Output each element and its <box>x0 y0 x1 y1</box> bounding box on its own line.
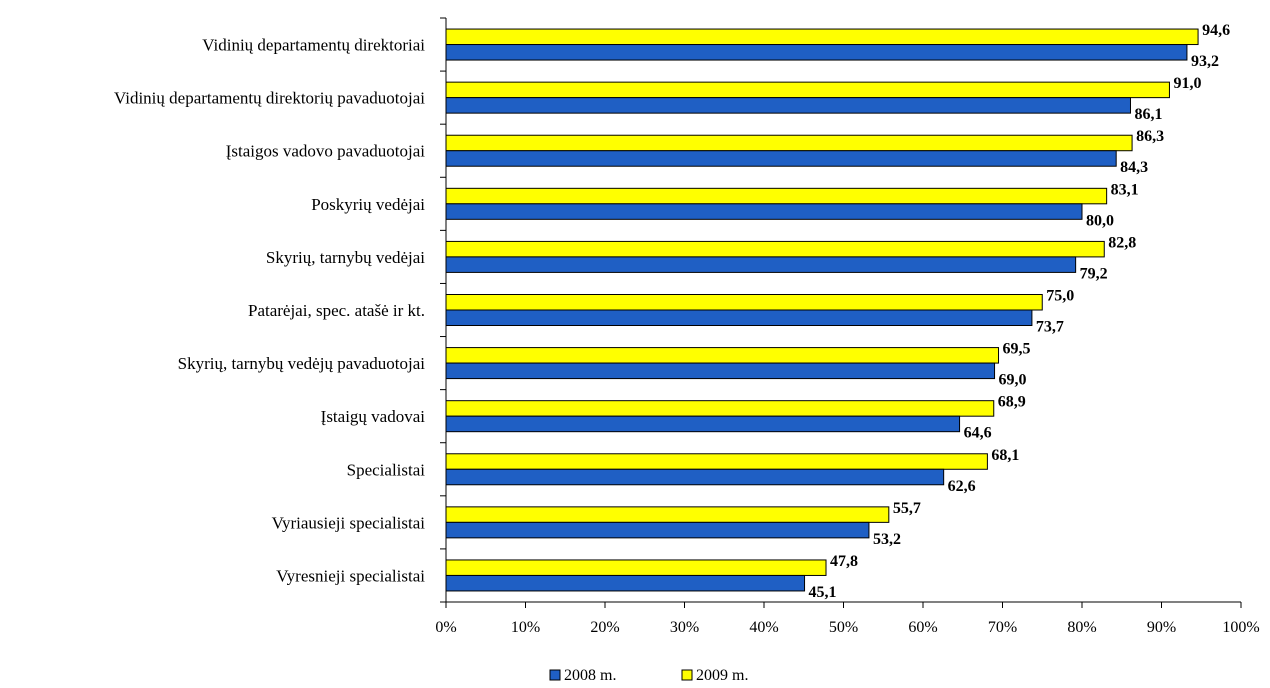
bar-2009 <box>445 240 1105 258</box>
x-tick-label: 50% <box>829 619 858 636</box>
legend: 2008 m. 2009 m. <box>549 667 748 684</box>
value-label-2009: 68,9 <box>998 394 1026 411</box>
legend-swatch <box>681 669 693 681</box>
value-label-2009: 86,3 <box>1136 128 1164 145</box>
value-label-2009: 91,0 <box>1173 75 1201 92</box>
value-label-2008: 64,6 <box>964 425 992 442</box>
bar-2008 <box>445 468 945 486</box>
x-tick-label: 10% <box>511 619 540 636</box>
x-tick-label: 70% <box>988 619 1017 636</box>
category-label: Skyrių, tarnybų vedėjų pavaduotojai <box>178 354 426 373</box>
value-label-2009: 68,1 <box>991 447 1019 464</box>
bar-2009 <box>445 347 1000 364</box>
x-tick-label: 0% <box>435 619 456 636</box>
bar-2008 <box>445 415 961 433</box>
legend-label: 2009 m. <box>696 667 748 684</box>
bar-2009 <box>445 559 827 576</box>
value-label-2009: 69,5 <box>1003 341 1031 358</box>
category-label: Įstaigų vadovai <box>321 407 426 426</box>
bar-2008 <box>445 521 870 539</box>
x-tick-labels: 0% 10% 20% 30% 40% 50% 60% 70% 80% 90% 100% <box>435 619 1259 636</box>
legend-swatch <box>549 669 561 681</box>
legend-label: 2008 m. <box>564 667 616 684</box>
bars <box>445 28 1199 592</box>
value-label-2009: 55,7 <box>893 500 921 517</box>
axes <box>440 17 1242 608</box>
category-label: Skyrių, tarnybų vedėjai <box>266 248 425 267</box>
value-label-2008: 93,2 <box>1191 53 1219 70</box>
x-tick-label: 100% <box>1222 619 1259 636</box>
value-label-2008: 80,0 <box>1086 212 1114 229</box>
bar-2008 <box>445 203 1083 220</box>
bar-2008 <box>445 44 1188 61</box>
value-label-2009: 83,1 <box>1111 181 1139 198</box>
category-labels: Vidinių departamentų direktoriai Vidinių … <box>114 36 425 586</box>
x-tick-label: 80% <box>1067 619 1096 636</box>
category-label: Vyriausieji specialistai <box>272 513 426 532</box>
category-label: Poskyrių vedėjai <box>311 195 425 214</box>
bar-2008 <box>445 256 1077 273</box>
value-label-2008: 84,3 <box>1120 159 1148 176</box>
category-label: Vyresnieji specialistai <box>276 566 425 585</box>
value-labels: 94,6 93,2 91,0 86,1 86,3 84,3 83,1 80,0 82,879,2… <box>809 22 1231 601</box>
value-label-2008: 86,1 <box>1134 106 1162 123</box>
bar-2008 <box>445 362 996 380</box>
value-label-2009: 82,8 <box>1108 234 1136 251</box>
bar-2008 <box>445 150 1117 167</box>
x-tick-label: 60% <box>908 619 937 636</box>
category-label: Vidinių departamentų direktorių pavaduot… <box>114 89 425 108</box>
bar-2009 <box>445 506 890 523</box>
value-label-2009: 75,0 <box>1046 288 1074 305</box>
bar-2009 <box>445 294 1043 311</box>
value-label-2009: 47,8 <box>830 553 858 570</box>
x-tick-label: 20% <box>590 619 619 636</box>
x-tick-label: 30% <box>670 619 699 636</box>
value-label-2008: 69,0 <box>999 372 1027 389</box>
category-label: Įstaigos vadovo pavaduotojai <box>226 142 426 161</box>
category-label: Vidinių departamentų direktoriai <box>202 36 425 55</box>
category-label: Patarėjai, spec. atašė ir kt. <box>248 301 425 320</box>
bar-2009 <box>445 134 1133 152</box>
bar-2009 <box>445 28 1199 46</box>
x-tick-label: 40% <box>749 619 778 636</box>
bar-2008 <box>445 309 1033 326</box>
bar-2009 <box>445 400 995 417</box>
value-label-2008: 62,6 <box>948 478 976 495</box>
bar-2008 <box>445 574 806 592</box>
bar-2008 <box>445 97 1131 114</box>
value-label-2008: 53,2 <box>873 531 901 548</box>
bar-2009 <box>445 81 1170 99</box>
bar-2009 <box>445 453 988 470</box>
value-label-2008: 79,2 <box>1080 265 1108 282</box>
category-label: Specialistai <box>347 460 426 479</box>
value-label-2008: 45,1 <box>809 584 837 601</box>
value-label-2009: 94,6 <box>1202 22 1230 39</box>
value-label-2008: 73,7 <box>1036 319 1064 336</box>
bar-2009 <box>445 187 1108 205</box>
x-tick-label: 90% <box>1147 619 1176 636</box>
